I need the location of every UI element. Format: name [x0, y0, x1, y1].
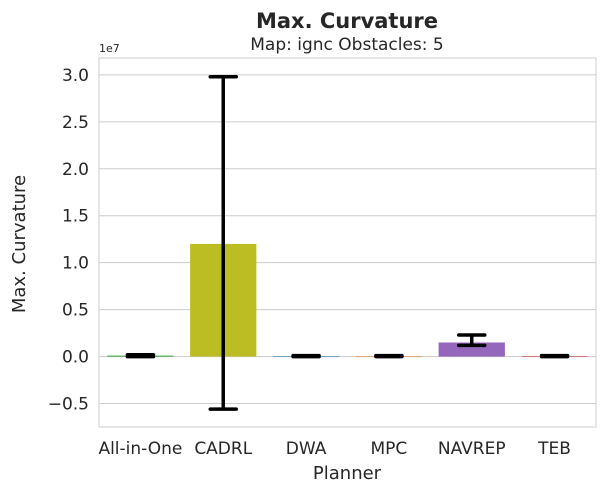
x-tick-label: NAVREP [438, 439, 506, 459]
x-tick-label: MPC [371, 439, 408, 459]
y-tick-label: −0.5 [48, 395, 89, 415]
bar-navrep [438, 342, 505, 357]
plot-frame [98, 57, 597, 428]
y-tick-label: 3.0 [62, 66, 89, 86]
y-tick-label: 0.5 [62, 301, 89, 321]
y-tick-label: 1.0 [62, 254, 89, 274]
x-tick-label: DWA [286, 439, 327, 459]
y-tick-label: 2.5 [62, 113, 89, 133]
y-tick-label: 0.0 [62, 348, 89, 368]
y-axis-label: Max. Curvature [9, 175, 30, 313]
y-axis-multiplier: 1e7 [99, 42, 120, 55]
gridlines [99, 74, 596, 405]
bars [107, 243, 588, 357]
chart-suptitle: Max. Curvature [256, 9, 438, 33]
x-axis-label: Planner [313, 463, 382, 484]
y-tick-label: 1.5 [62, 207, 89, 227]
x-tick-label: All-in-One [98, 439, 182, 459]
x-tick-label: CADRL [194, 439, 252, 459]
error-bars [125, 75, 570, 411]
y-tick-labels: −0.5 0.0 0.5 1.0 1.5 2.0 2.5 3.0 [48, 66, 89, 415]
y-tick-label: 2.0 [62, 160, 89, 180]
x-tick-labels: All-in-One CADRL DWA MPC NAVREP TEB [98, 439, 571, 459]
x-tick-label: TEB [537, 439, 571, 459]
chart-title: Map: ignc Obstacles: 5 [250, 35, 444, 55]
